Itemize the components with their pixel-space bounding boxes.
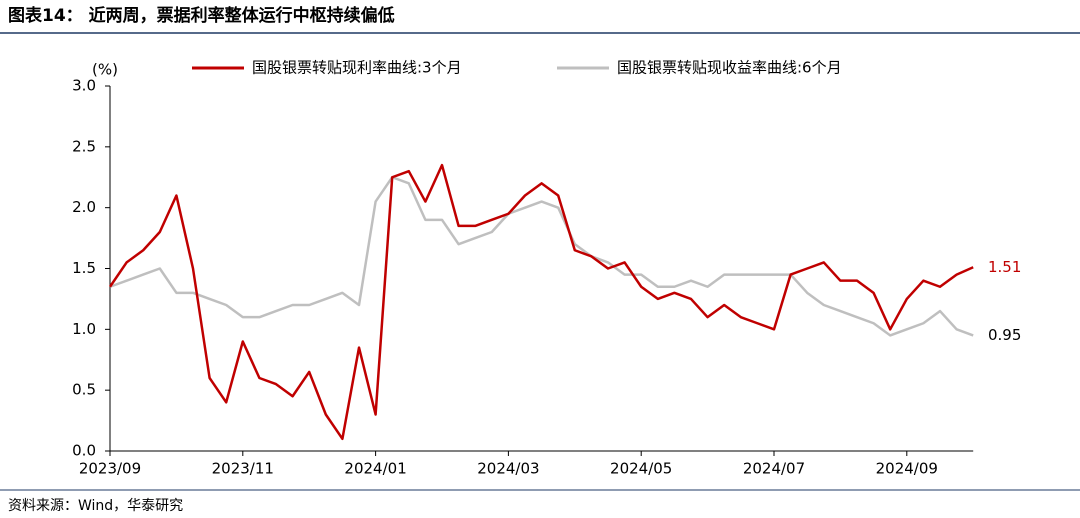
end-label: 0.95 xyxy=(988,326,1021,344)
x-tick-label: 2023/09 xyxy=(79,460,141,478)
series-line xyxy=(108,163,974,441)
legend-label: 国股银票转贴现收益率曲线:6个月 xyxy=(617,59,842,77)
y-tick-label: 0.0 xyxy=(72,442,96,460)
series-line xyxy=(109,176,974,337)
chart-title: 图表14： 近两周，票据利率整体运行中枢持续偏低 xyxy=(8,5,395,26)
y-tick-label: 0.5 xyxy=(72,381,96,399)
y-tick-label: 1.0 xyxy=(72,320,96,338)
y-tick-label: 1.5 xyxy=(72,259,96,277)
source: 资料来源：Wind，华泰研究 xyxy=(8,498,183,514)
x-tick-label: 2024/09 xyxy=(876,460,938,478)
y-unit: (%) xyxy=(92,61,118,79)
y-tick-label: 2.5 xyxy=(72,137,96,155)
x-tick-label: 2024/07 xyxy=(743,460,805,478)
end-label: 1.51 xyxy=(988,258,1021,276)
x-tick-label: 2024/01 xyxy=(344,460,406,478)
x-tick-label: 2024/03 xyxy=(477,460,539,478)
x-tick-label: 2023/11 xyxy=(212,460,274,478)
y-tick-label: 3.0 xyxy=(72,77,96,95)
x-tick-label: 2024/05 xyxy=(610,460,672,478)
legend-label: 国股银票转贴现利率曲线:3个月 xyxy=(252,59,462,77)
y-tick-label: 2.0 xyxy=(72,198,96,216)
